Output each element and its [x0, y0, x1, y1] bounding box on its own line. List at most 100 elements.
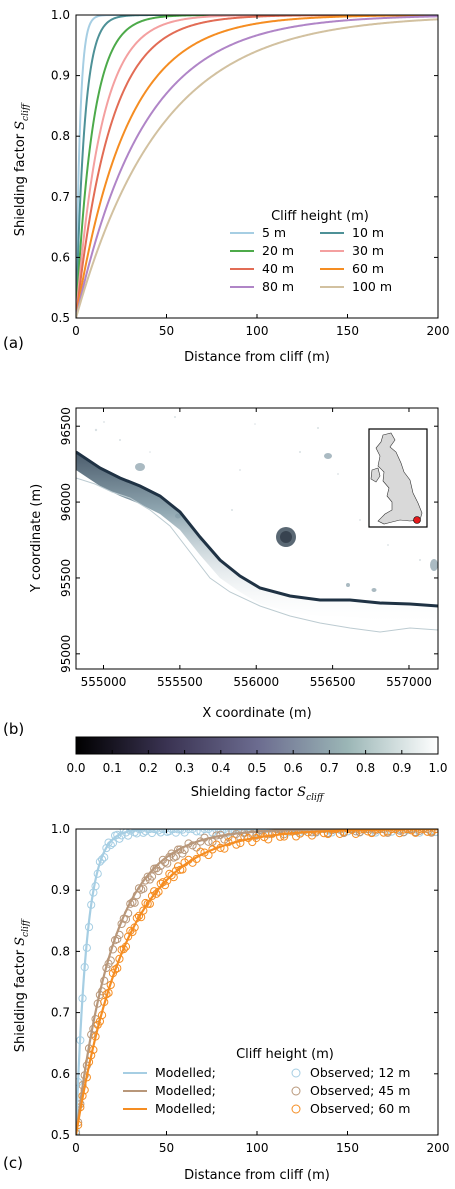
shielded-zone	[76, 452, 438, 626]
modelled-line	[76, 829, 438, 1135]
x-tick-label: 556000	[233, 675, 279, 689]
y-axis-label: Shielding factor Scliff	[13, 102, 31, 236]
observed-point	[363, 829, 372, 836]
y-tick-label: 0.7	[51, 190, 70, 204]
panel-b: 555000 555500 556000 556500 557000 95000 95500…	[3, 407, 448, 803]
colorbar-tick-label: 0.6	[284, 761, 303, 775]
y-tick-label: 96500	[59, 407, 73, 445]
legend-marker	[291, 1086, 301, 1096]
y-tick-label: 0.7	[51, 1006, 70, 1020]
observed-point	[383, 829, 392, 836]
observed-point	[355, 829, 364, 837]
colorbar-tick-label: 0.8	[356, 761, 375, 775]
legend-c: Cliff height (m) Modelled; Modelled; Model…	[123, 1047, 410, 1116]
legend-label: Modelled;	[155, 1065, 216, 1080]
x-tick-label: 557000	[386, 675, 432, 689]
colorbar-tick-label: 0.7	[320, 761, 339, 775]
site-marker	[413, 516, 421, 524]
legend-marker	[291, 1068, 301, 1078]
x-tick-label: 50	[159, 324, 174, 338]
observed-point	[143, 872, 152, 881]
x-tick-label: 100	[246, 324, 269, 338]
observed-point	[143, 899, 152, 908]
legend-label: 30 m	[352, 243, 384, 258]
legend-label: 5 m	[262, 225, 286, 240]
x-axis-label: Distance from cliff (m)	[184, 350, 330, 365]
cliff-edge	[76, 450, 438, 608]
colorbar-tick-label: 0.1	[103, 761, 122, 775]
x-tick-label: 0	[72, 324, 80, 338]
observed-point	[147, 872, 157, 881]
series-line	[76, 15, 438, 318]
colorbar-tick-label: 0.3	[175, 761, 194, 775]
x-axis-label: X coordinate (m)	[202, 706, 311, 721]
y-tick-label: 95000	[59, 635, 73, 673]
colorbar-tick-label: 0.4	[211, 761, 230, 775]
legend-marker	[291, 1104, 301, 1114]
y-tick-label: 0.5	[51, 1128, 70, 1142]
y-tick-label: 0.8	[51, 944, 70, 958]
observed-point	[288, 829, 297, 836]
observed-point	[167, 849, 176, 858]
colorbar-tick-label: 0.5	[247, 761, 266, 775]
legend-label: 100 m	[352, 279, 392, 294]
legend-label: Observed; 45 m	[310, 1083, 410, 1098]
x-tick-label: 555500	[157, 675, 203, 689]
legend-label: Observed; 60 m	[310, 1101, 410, 1116]
shielding-map	[76, 416, 438, 633]
observed-point	[192, 829, 201, 836]
y-tick-label: 0.6	[51, 1067, 70, 1081]
legend-label: 60 m	[352, 261, 384, 276]
y-tick-label: 0.8	[51, 129, 70, 143]
observed-point	[134, 884, 144, 893]
x-axis-label: Distance from cliff (m)	[184, 1168, 330, 1183]
legend-label: 10 m	[352, 225, 384, 240]
y-tick-label: 0.9	[51, 69, 70, 83]
y-tick-label: 1.0	[51, 8, 70, 22]
panel-label-a: (a)	[3, 334, 24, 352]
modelled-line	[76, 829, 438, 1135]
series-line	[76, 15, 438, 318]
observed-point	[387, 829, 396, 836]
coastline-trace	[76, 477, 438, 633]
inset-map	[368, 428, 428, 528]
legend-label: 80 m	[262, 279, 294, 294]
observed-point	[147, 891, 157, 901]
x-tick-label: 150	[336, 324, 359, 338]
observed-point	[427, 829, 436, 836]
x-tick-label: 0	[72, 1141, 80, 1155]
legend-label: Observed; 12 m	[310, 1065, 410, 1080]
legend-label: Modelled;	[155, 1101, 216, 1116]
observed-point	[154, 866, 163, 876]
colorbar-tick-label: 0.2	[139, 761, 158, 775]
observed-point	[167, 871, 176, 880]
y-axis-label: Y coordinate (m)	[29, 484, 44, 593]
x-tick-label: 150	[336, 1141, 359, 1155]
x-tick-label: 555000	[81, 675, 127, 689]
observed-point	[236, 838, 245, 848]
series-line	[76, 18, 438, 318]
observed-point	[276, 832, 285, 841]
colorbar-tick-label: 0.9	[392, 761, 411, 775]
legend-label: 20 m	[262, 243, 294, 258]
legend-title: Cliff height (m)	[271, 209, 369, 224]
legend-label: Modelled;	[155, 1083, 216, 1098]
y-tick-label: 95500	[59, 559, 73, 597]
observed-point	[115, 954, 124, 963]
y-tick-label: 0.5	[51, 311, 70, 325]
legend-label: 40 m	[262, 261, 294, 276]
x-tick-label: 50	[159, 1141, 174, 1155]
legend-a: Cliff height (m) 5 m 10 m 20 m 30 m 40 m 60 m…	[230, 209, 392, 294]
colorbar-tick-label: 1.0	[428, 761, 447, 775]
y-tick-label: 0.9	[51, 883, 70, 897]
map-frame	[75, 407, 439, 670]
observed-point	[423, 829, 432, 836]
observed-point	[139, 884, 148, 893]
great-britain-shape	[375, 432, 423, 525]
y-tick-label: 0.6	[51, 250, 70, 264]
observed-point	[196, 829, 205, 836]
y-axis-label: Shielding factor Scliff	[13, 918, 31, 1052]
x-tick-label: 200	[427, 324, 450, 338]
y-tick-label: 1.0	[51, 822, 70, 836]
